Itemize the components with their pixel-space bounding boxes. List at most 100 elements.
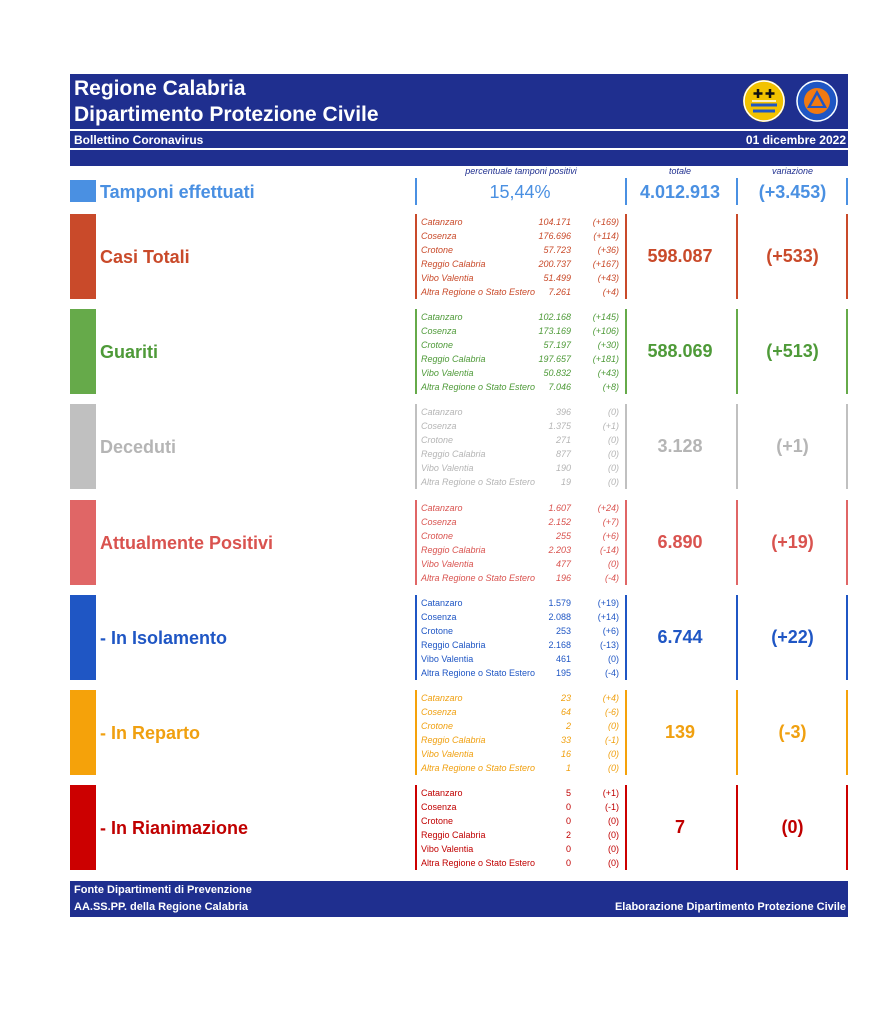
section-divider bbox=[736, 500, 738, 585]
province-delta: (0) bbox=[608, 559, 619, 570]
province-name: Vibo Valentia bbox=[421, 368, 474, 379]
province-delta: (-1) bbox=[605, 802, 619, 813]
province-value: 50.832 bbox=[543, 368, 571, 379]
section-change: (+19) bbox=[771, 531, 814, 552]
province-name: Catanzaro bbox=[421, 598, 463, 608]
province-name: Vibo Valentia bbox=[421, 559, 474, 570]
tamponi-label: Tamponi effettuati bbox=[100, 182, 255, 202]
tamponi-divider-3 bbox=[736, 178, 738, 205]
section-divider bbox=[625, 785, 627, 870]
tamponi-change: (+3.453) bbox=[758, 182, 827, 202]
column-header-total: totale bbox=[668, 166, 692, 176]
province-name: Reggio Calabria bbox=[421, 640, 486, 651]
province-delta: (0) bbox=[608, 763, 619, 774]
bulletin-subtitle: Bollettino Coronavirus bbox=[74, 133, 204, 147]
footer-credit: Elaborazione Dipartimento Protezione Civ… bbox=[614, 901, 846, 913]
province-value: 190 bbox=[555, 463, 571, 474]
province-row: Catanzaro 5 (+1) bbox=[421, 786, 631, 800]
section-total: 598.087 bbox=[647, 245, 713, 266]
province-delta: (+7) bbox=[602, 517, 619, 528]
section-change: (+1) bbox=[776, 435, 809, 456]
province-name: Reggio Calabria bbox=[421, 354, 486, 365]
province-delta: (+106) bbox=[592, 326, 619, 337]
section-swatch bbox=[70, 785, 96, 870]
section-swatch bbox=[70, 309, 96, 394]
province-name: Catanzaro bbox=[421, 217, 463, 227]
section-divider bbox=[736, 404, 738, 489]
province-delta: (-6) bbox=[605, 707, 619, 718]
province-value: 477 bbox=[555, 559, 571, 570]
province-value: 1.375 bbox=[548, 421, 571, 432]
province-row: Vibo Valentia 477 (0) bbox=[421, 557, 631, 571]
province-name: Cosenza bbox=[421, 707, 457, 718]
province-value: 23 bbox=[560, 693, 571, 703]
province-value: 200.737 bbox=[538, 259, 571, 270]
province-name: Crotone bbox=[421, 435, 454, 446]
footer-bar bbox=[70, 881, 848, 917]
section-label: Casi Totali bbox=[100, 246, 190, 267]
province-value: 51.499 bbox=[543, 273, 571, 284]
province-delta: (+43) bbox=[597, 273, 619, 284]
province-delta: (0) bbox=[608, 749, 619, 760]
section-total: 7 bbox=[674, 816, 685, 837]
province-row: Catanzaro 23 (+4) bbox=[421, 691, 631, 705]
section-divider bbox=[736, 785, 738, 870]
province-row: Cosenza 2.152 (+7) bbox=[421, 515, 631, 529]
section-change: (-3) bbox=[778, 721, 807, 742]
province-delta: (0) bbox=[608, 435, 619, 446]
province-row: Crotone 253 (+6) bbox=[421, 624, 631, 638]
province-delta: (+4) bbox=[602, 287, 619, 298]
province-row: Vibo Valentia 50.832 (+43) bbox=[421, 366, 631, 380]
province-name: Cosenza bbox=[421, 612, 457, 623]
province-delta: (0) bbox=[608, 816, 619, 827]
province-row: Catanzaro 1.579 (+19) bbox=[421, 596, 631, 610]
province-value: 2.203 bbox=[548, 545, 571, 556]
province-name: Reggio Calabria bbox=[421, 545, 486, 556]
province-row: Vibo Valentia 0 (0) bbox=[421, 842, 631, 856]
province-delta: (+181) bbox=[592, 354, 619, 365]
province-name: Crotone bbox=[421, 816, 454, 827]
province-delta: (+1) bbox=[602, 788, 619, 798]
province-row: Reggio Calabria 2 (0) bbox=[421, 828, 631, 842]
province-row: Crotone 255 (+6) bbox=[421, 529, 631, 543]
section-divider bbox=[625, 309, 627, 394]
footer-source-line2: AA.SS.PP. della Regione Calabria bbox=[74, 901, 249, 913]
province-name: Cosenza bbox=[421, 802, 457, 813]
province-delta: (+36) bbox=[597, 245, 619, 256]
province-delta: (-1) bbox=[605, 735, 619, 746]
province-row: Catanzaro 102.168 (+145) bbox=[421, 310, 631, 324]
province-delta: (0) bbox=[608, 654, 619, 665]
province-value: 57.197 bbox=[543, 340, 571, 351]
province-delta: (0) bbox=[608, 463, 619, 474]
province-value: 271 bbox=[555, 435, 571, 446]
province-row: Reggio Calabria 877 (0) bbox=[421, 447, 631, 461]
section-divider bbox=[625, 214, 627, 299]
province-value: 1.579 bbox=[548, 598, 571, 608]
header-title-line1: Regione Calabria bbox=[74, 77, 246, 100]
section-swatch bbox=[70, 595, 96, 680]
province-name: Reggio Calabria bbox=[421, 830, 486, 841]
province-delta: (+145) bbox=[592, 312, 619, 322]
province-name: Crotone bbox=[421, 245, 454, 256]
province-row: Altra Regione o Stato Estero 7.046 (+8) bbox=[421, 380, 631, 394]
province-name: Altra Regione o Stato Estero bbox=[421, 477, 536, 488]
section-divider bbox=[415, 309, 417, 394]
province-name: Reggio Calabria bbox=[421, 259, 486, 270]
province-delta: (+169) bbox=[592, 217, 619, 227]
tamponi-total: 4.012.913 bbox=[639, 182, 721, 202]
section-divider bbox=[846, 595, 848, 680]
province-delta: (0) bbox=[608, 830, 619, 841]
province-name: Cosenza bbox=[421, 326, 457, 337]
section-divider bbox=[736, 214, 738, 299]
header-divider-bottom bbox=[70, 148, 848, 150]
section-label: - In Rianimazione bbox=[100, 817, 249, 838]
province-row: Altra Regione o Stato Estero 195 (-4) bbox=[421, 666, 631, 680]
header-divider-top bbox=[70, 129, 848, 131]
province-value: 196 bbox=[555, 573, 571, 584]
province-value: 197.657 bbox=[538, 354, 571, 365]
province-row: Altra Regione o Stato Estero 196 (-4) bbox=[421, 571, 631, 585]
province-name: Reggio Calabria bbox=[421, 735, 486, 746]
province-delta: (0) bbox=[608, 407, 619, 417]
province-value: 7.261 bbox=[548, 287, 571, 298]
section-divider bbox=[736, 309, 738, 394]
